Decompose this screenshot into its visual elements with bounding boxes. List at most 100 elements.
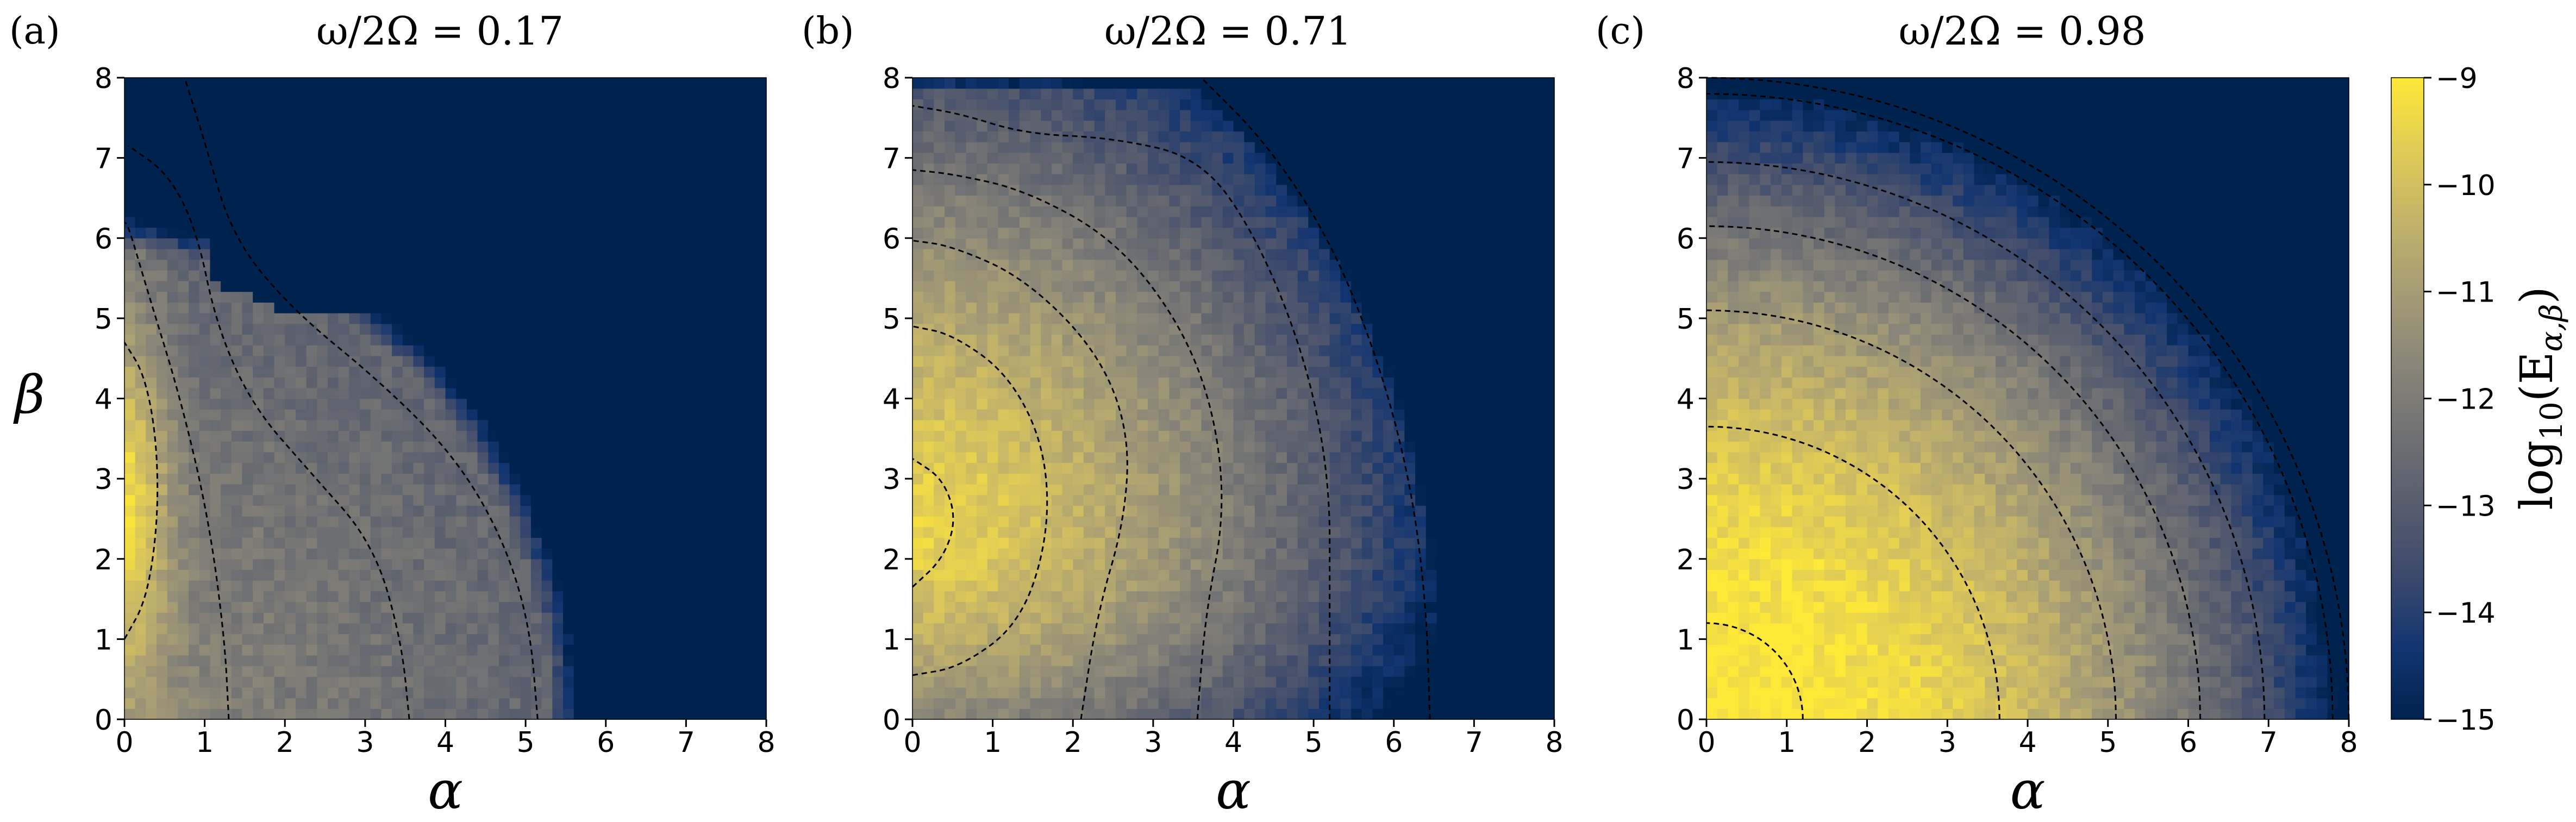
heatmap-cell xyxy=(477,142,489,153)
heatmap-cell xyxy=(723,377,735,388)
heatmap-cell xyxy=(912,345,924,356)
heatmap-cell xyxy=(541,355,553,367)
heatmap-cell xyxy=(987,441,999,453)
heatmap-cell xyxy=(477,516,489,528)
heatmap-cell xyxy=(231,505,243,517)
heatmap-cell xyxy=(1019,655,1031,667)
heatmap-cell xyxy=(520,88,532,99)
heatmap-cell xyxy=(445,216,457,228)
heatmap-cell xyxy=(263,248,275,260)
heatmap-cell xyxy=(456,227,467,239)
heatmap-cell xyxy=(912,623,924,635)
heatmap-cell xyxy=(1158,601,1170,613)
heatmap-cell xyxy=(605,88,617,99)
heatmap-cell xyxy=(242,227,253,239)
heatmap-cell xyxy=(670,676,681,688)
heatmap-cell xyxy=(923,291,934,303)
heatmap-cell xyxy=(231,313,243,324)
heatmap-cell xyxy=(552,206,564,217)
heatmap-cell xyxy=(189,184,200,196)
heatmap-cell xyxy=(424,526,435,538)
heatmap-cell xyxy=(1030,537,1041,549)
heatmap-cell xyxy=(734,430,746,442)
heatmap-cell xyxy=(573,409,585,421)
heatmap-cell xyxy=(488,398,499,410)
heatmap-cell xyxy=(552,398,564,410)
heatmap-cell xyxy=(338,708,349,720)
heatmap-cell xyxy=(338,302,349,313)
heatmap-cell xyxy=(691,216,703,228)
heatmap-cell xyxy=(349,537,360,549)
heatmap-cell xyxy=(370,131,382,142)
heatmap-cell xyxy=(966,473,977,485)
heatmap-cell xyxy=(360,238,371,249)
heatmap-cell xyxy=(360,355,371,367)
heatmap-cell xyxy=(1148,302,1159,313)
heatmap-cell xyxy=(616,419,628,431)
heatmap-cell xyxy=(402,355,414,367)
heatmap-cell xyxy=(1073,78,1084,89)
heatmap-cell xyxy=(1158,623,1170,635)
heatmap-cell xyxy=(1009,591,1020,603)
heatmap-cell xyxy=(445,259,457,271)
heatmap-cell xyxy=(1062,612,1073,624)
heatmap-cell xyxy=(1083,131,1095,142)
heatmap-cell xyxy=(1062,366,1073,378)
heatmap-cell xyxy=(987,270,999,281)
heatmap-cell xyxy=(402,334,414,346)
heatmap-cell xyxy=(616,548,628,560)
heatmap-cell xyxy=(445,355,457,367)
heatmap-cell xyxy=(1019,633,1031,645)
heatmap-cell xyxy=(1115,484,1127,495)
heatmap-cell xyxy=(530,184,542,196)
heatmap-cell xyxy=(327,666,339,677)
heatmap-cell xyxy=(263,302,275,313)
heatmap-cell xyxy=(1126,302,1137,313)
heatmap-cell xyxy=(178,398,189,410)
heatmap-cell xyxy=(627,377,639,388)
heatmap-cell xyxy=(605,398,617,410)
heatmap-cell xyxy=(584,302,596,313)
heatmap-cell xyxy=(945,666,956,677)
heatmap-cell xyxy=(595,441,607,453)
heatmap-cell xyxy=(231,174,243,185)
heatmap-cell xyxy=(263,195,275,206)
heatmap-cell xyxy=(498,398,510,410)
heatmap-cell xyxy=(253,163,264,174)
heatmap-cell xyxy=(210,78,221,89)
heatmap-cell xyxy=(1137,494,1148,506)
heatmap-cell xyxy=(456,334,467,346)
heatmap-cell xyxy=(637,687,649,699)
heatmap-cell xyxy=(370,152,382,164)
heatmap-cell xyxy=(295,612,307,624)
heatmap-cell xyxy=(595,666,607,677)
heatmap-cell xyxy=(178,184,189,196)
heatmap-cell xyxy=(648,569,660,581)
heatmap-cell xyxy=(1009,313,1020,324)
heatmap-cell xyxy=(456,238,467,249)
heatmap-cell xyxy=(167,623,179,635)
heatmap-cell xyxy=(734,131,746,142)
heatmap-cell xyxy=(627,526,639,538)
heatmap-cell xyxy=(285,484,296,495)
heatmap-cell xyxy=(360,494,371,506)
heatmap-cell xyxy=(210,633,221,645)
heatmap-cell xyxy=(1041,280,1052,292)
heatmap-cell xyxy=(456,387,467,399)
heatmap-cell xyxy=(445,655,457,667)
heatmap-cell xyxy=(934,355,945,367)
heatmap-cell xyxy=(1126,708,1137,720)
heatmap-cell xyxy=(392,110,403,121)
heatmap-cell xyxy=(263,110,275,121)
heatmap-cell xyxy=(1148,526,1159,538)
heatmap-cell xyxy=(178,206,189,217)
heatmap-cell xyxy=(1051,355,1063,367)
heatmap-cell xyxy=(1083,548,1095,560)
heatmap-cell xyxy=(338,526,349,538)
heatmap-cell xyxy=(1126,537,1137,549)
heatmap-cell xyxy=(381,559,392,570)
heatmap-cell xyxy=(402,580,414,592)
heatmap-cell xyxy=(477,120,489,132)
heatmap-cell xyxy=(637,99,649,110)
heatmap-cell xyxy=(573,195,585,206)
